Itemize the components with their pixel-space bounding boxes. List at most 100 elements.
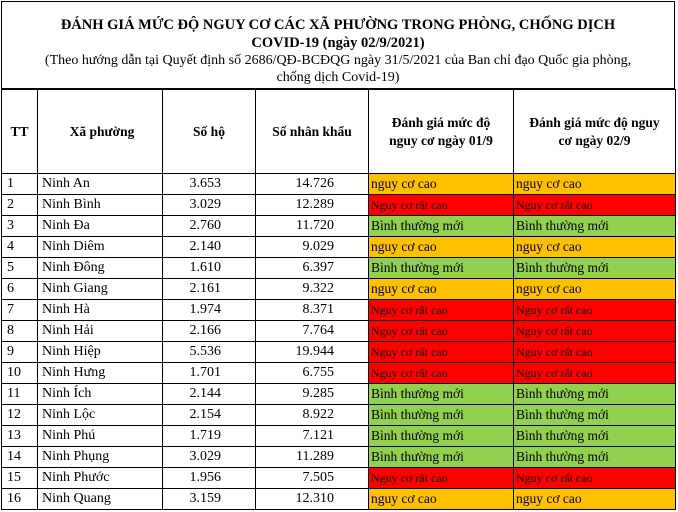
cell-risk-0209: Bình thường mới (513, 215, 676, 237)
cell-risk-0209: Nguy cơ rất cao (513, 341, 676, 363)
cell-risk-0209: Bình thường mới (513, 446, 676, 468)
cell-households: 1.956 (162, 467, 256, 489)
cell-tt: 2 (1, 194, 38, 216)
table-row: 14 Ninh Phụng 3.029 11.289 Bình thường mới Bì… (1, 446, 676, 468)
cell-households: 2.166 (162, 320, 256, 342)
cell-ward-name: Ninh Giang (37, 278, 163, 300)
cell-households: 2.144 (162, 383, 256, 405)
cell-population: 11.289 (255, 446, 369, 468)
cell-population: 6.755 (255, 362, 369, 384)
cell-risk-0109: Bình thường mới (368, 257, 514, 279)
cell-population: 14.726 (255, 173, 369, 195)
cell-risk-0209: Nguy cơ rất cao (513, 467, 676, 489)
column-header-risk-0109: Đánh giá mức độ nguy cơ ngày 01/9 (368, 89, 514, 174)
table-row: 5 Ninh Đông 1.610 6.397 Bình thường mới Bình … (1, 257, 676, 279)
table-row: 8 Ninh Hải 2.166 7.764 Nguy cơ rất cao Nguy c… (1, 320, 676, 342)
cell-risk-0109: Bình thường mới (368, 404, 514, 426)
cell-risk-0109: Nguy cơ rất cao (368, 362, 514, 384)
cell-population: 9.029 (255, 236, 369, 258)
cell-risk-0109: Nguy cơ rất cao (368, 341, 514, 363)
cell-risk-0209: nguy cơ cao (513, 278, 676, 300)
document-subtitle-line-1: (Theo hướng dẫn tại Quyết định số 2686/Q… (44, 53, 632, 68)
cell-risk-0209: nguy cơ cao (513, 488, 676, 510)
risk-assessment-table: TT Xã phường Số hộ Số nhân khẩu Đánh giá… (1, 89, 676, 510)
table-header-row: TT Xã phường Số hộ Số nhân khẩu Đánh giá… (1, 89, 676, 174)
cell-tt: 9 (1, 341, 38, 363)
document-title-line-2: COVID-19 (ngày 02/9/2021) (251, 35, 425, 51)
cell-population: 19.944 (255, 341, 369, 363)
cell-risk-0209: nguy cơ cao (513, 173, 676, 195)
cell-population: 6.397 (255, 257, 369, 279)
cell-risk-0109: Nguy cơ rất cao (368, 467, 514, 489)
cell-population: 11.720 (255, 215, 369, 237)
cell-tt: 4 (1, 236, 38, 258)
cell-risk-0109: nguy cơ cao (368, 278, 514, 300)
cell-risk-0209: Bình thường mới (513, 383, 676, 405)
table-row: 6 Ninh Giang 2.161 9.322 nguy cơ cao nguy cơ … (1, 278, 676, 300)
document-subtitle-line-2: chống dịch Covid-19) (276, 70, 400, 85)
cell-risk-0109: Bình thường mới (368, 425, 514, 447)
cell-risk-0109: Nguy cơ rất cao (368, 320, 514, 342)
cell-risk-0209: Bình thường mới (513, 257, 676, 279)
cell-tt: 10 (1, 362, 38, 384)
cell-risk-0209: Bình thường mới (513, 425, 676, 447)
cell-ward-name: Ninh Hải (37, 320, 163, 342)
cell-households: 2.154 (162, 404, 256, 426)
column-header-population: Số nhân khẩu (255, 89, 369, 174)
cell-population: 12.310 (255, 488, 369, 510)
cell-population: 8.922 (255, 404, 369, 426)
cell-households: 1.974 (162, 299, 256, 321)
cell-ward-name: Ninh Phước (37, 467, 163, 489)
cell-risk-0109: Nguy cơ rất cao (368, 194, 514, 216)
cell-households: 2.760 (162, 215, 256, 237)
cell-tt: 8 (1, 320, 38, 342)
column-header-risk-0209-line-2: cơ ngày 02/9 (558, 132, 631, 148)
cell-tt: 7 (1, 299, 38, 321)
table-row: 9 Ninh Hiệp 5.536 19.944 Nguy cơ rất cao Nguy… (1, 341, 676, 363)
table-row: 1 Ninh An 3.653 14.726 nguy cơ cao nguy cơ ca… (1, 173, 676, 195)
cell-ward-name: Ninh Ích (37, 383, 163, 405)
cell-households: 3.653 (162, 173, 256, 195)
cell-tt: 15 (1, 467, 38, 489)
cell-tt: 11 (1, 383, 38, 405)
cell-tt: 5 (1, 257, 38, 279)
cell-population: 9.322 (255, 278, 369, 300)
table-row: 3 Ninh Đa 2.760 11.720 Bình thường mới Bình t… (1, 215, 676, 237)
cell-risk-0109: nguy cơ cao (368, 236, 514, 258)
cell-ward-name: Ninh Bình (37, 194, 163, 216)
table-row: 12 Ninh Lộc 2.154 8.922 Bình thường mới Bình … (1, 404, 676, 426)
cell-households: 5.536 (162, 341, 256, 363)
cell-ward-name: Ninh Phụng (37, 446, 163, 468)
cell-risk-0109: nguy cơ cao (368, 173, 514, 195)
cell-tt: 16 (1, 488, 38, 510)
cell-risk-0109: Bình thường mới (368, 215, 514, 237)
column-header-risk-0209-line-1: Đánh giá mức độ nguy (529, 114, 660, 130)
cell-risk-0209: Nguy cơ rất cao (513, 194, 676, 216)
cell-population: 8.371 (255, 299, 369, 321)
cell-ward-name: Ninh Hiệp (37, 341, 163, 363)
cell-risk-0209: Bình thường mới (513, 404, 676, 426)
cell-ward-name: Ninh Quang (37, 488, 163, 510)
cell-households: 2.161 (162, 278, 256, 300)
cell-risk-0209: nguy cơ cao (513, 236, 676, 258)
table-row: 11 Ninh Ích 2.144 9.285 Bình thường mới Bình … (1, 383, 676, 405)
table-row: 2 Ninh Bình 3.029 12.289 Nguy cơ rất cao Nguy… (1, 194, 676, 216)
column-header-tt: TT (1, 89, 38, 174)
cell-tt: 13 (1, 425, 38, 447)
cell-households: 1.701 (162, 362, 256, 384)
column-header-risk-0209: Đánh giá mức độ nguy cơ ngày 02/9 (513, 89, 676, 174)
cell-households: 1.719 (162, 425, 256, 447)
cell-ward-name: Ninh Phú (37, 425, 163, 447)
column-header-risk-0109-line-2: nguy cơ ngày 01/9 (389, 132, 493, 148)
table-row: 10 Ninh Hưng 1.701 6.755 Nguy cơ rất cao Nguy… (1, 362, 676, 384)
table-row: 7 Ninh Hà 1.974 8.371 Nguy cơ rất cao Nguy cơ… (1, 299, 676, 321)
cell-tt: 14 (1, 446, 38, 468)
cell-population: 7.764 (255, 320, 369, 342)
cell-tt: 3 (1, 215, 38, 237)
table-row: 15 Ninh Phước 1.956 7.505 Nguy cơ rất cao Ngu… (1, 467, 676, 489)
cell-ward-name: Ninh Hưng (37, 362, 163, 384)
table-row: 13 Ninh Phú 1.719 7.121 Bình thường mới Bình … (1, 425, 676, 447)
cell-households: 1.610 (162, 257, 256, 279)
cell-ward-name: Ninh Lộc (37, 404, 163, 426)
